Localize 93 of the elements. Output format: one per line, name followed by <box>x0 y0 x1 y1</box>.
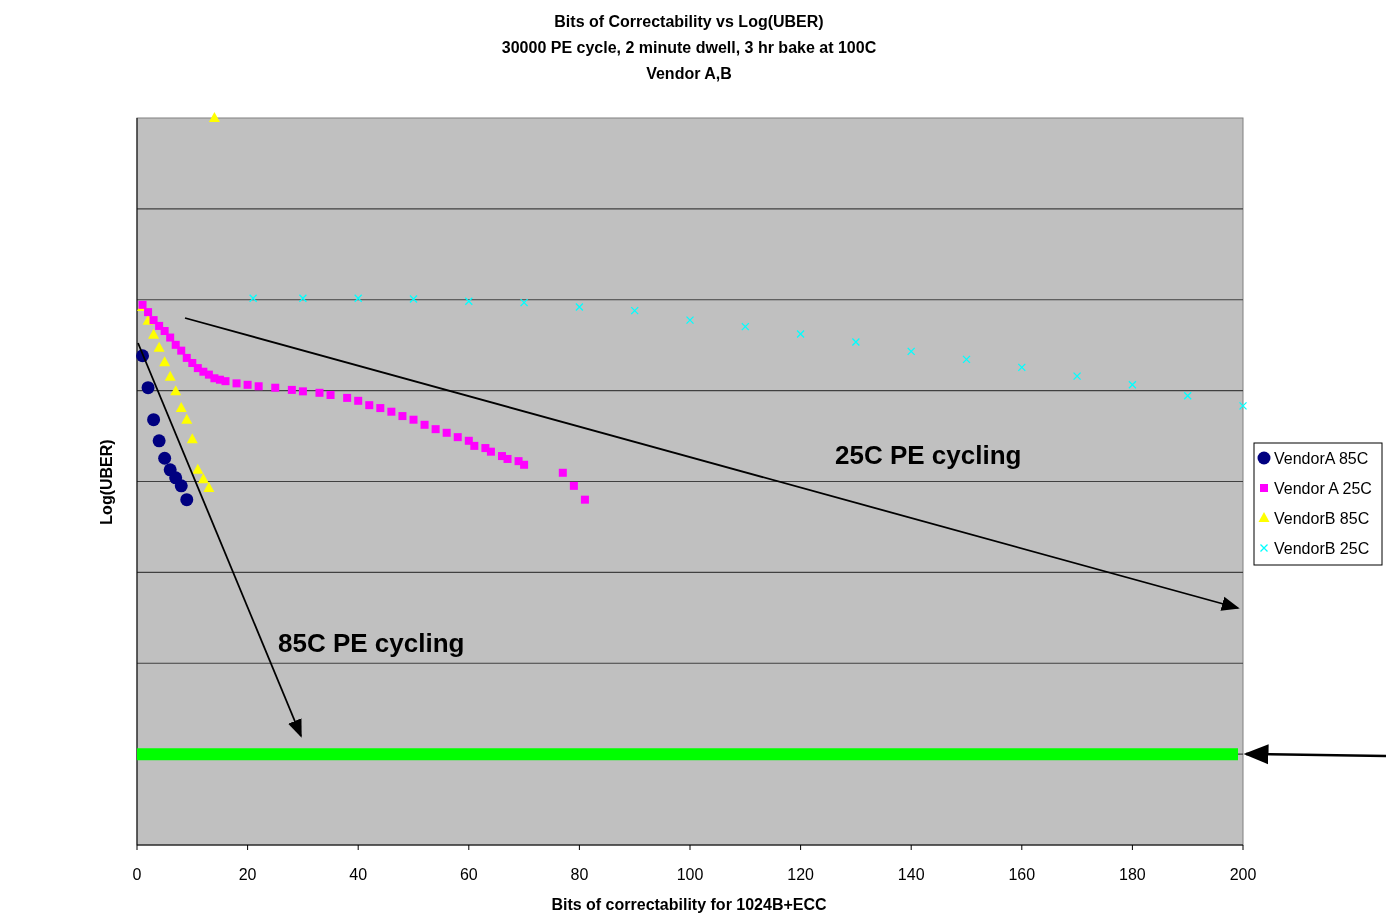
x-tick-label: 180 <box>1119 866 1146 883</box>
point <box>159 356 171 367</box>
point <box>326 390 335 399</box>
point <box>203 482 215 493</box>
annotation: 25C PE cycling <box>835 440 1022 470</box>
point <box>174 479 188 493</box>
chart-subtitle: 30000 PE cycle, 2 minute dwell, 3 hr bake at 100C Vendor A,B <box>501 39 877 82</box>
legend-label: VendorB 25C <box>1274 540 1370 557</box>
point <box>431 425 440 434</box>
point <box>486 447 495 456</box>
point <box>685 315 695 325</box>
point <box>796 329 805 339</box>
point <box>398 412 407 421</box>
point <box>271 383 280 392</box>
point <box>171 340 180 349</box>
point <box>376 404 385 413</box>
x-tick-label: 20 <box>238 866 257 883</box>
point <box>221 377 230 386</box>
point <box>149 316 158 325</box>
legend-label: Vendor A 25C <box>1274 480 1372 497</box>
point <box>254 382 263 391</box>
x-axis-title: Bits of correctability for 1024B+ECC <box>551 896 828 913</box>
x-tick-label: 120 <box>787 866 815 883</box>
point <box>343 393 352 402</box>
point <box>365 401 374 410</box>
point <box>181 413 193 424</box>
point <box>186 433 198 444</box>
point <box>741 322 750 331</box>
point <box>248 294 258 303</box>
point <box>1183 391 1192 400</box>
point <box>354 294 363 303</box>
point <box>519 298 529 307</box>
point <box>152 434 166 448</box>
point <box>420 420 429 429</box>
legend-label: VendorA 85C <box>1274 450 1369 467</box>
point <box>243 380 252 389</box>
point <box>158 451 172 465</box>
annotation: 85C PE cycling <box>278 628 465 658</box>
point <box>188 359 197 367</box>
point <box>354 396 363 405</box>
x-tick-label: 200 <box>1229 866 1257 883</box>
point <box>166 333 175 342</box>
point <box>197 473 209 484</box>
point <box>503 454 512 463</box>
point <box>569 481 578 490</box>
point <box>170 385 182 396</box>
x-tick-label: 60 <box>459 866 478 883</box>
point <box>153 341 165 352</box>
point <box>630 306 639 315</box>
point <box>442 428 451 437</box>
point <box>147 413 161 427</box>
point <box>453 433 462 442</box>
point <box>177 346 186 355</box>
point <box>208 112 220 122</box>
x-tick-label: 140 <box>897 866 925 883</box>
point <box>148 328 160 339</box>
point <box>464 297 473 306</box>
chart-title: Bits of Correctability vs Log(UBER) <box>554 13 824 30</box>
point <box>1017 363 1026 372</box>
point <box>387 407 396 416</box>
x-tick-label: 80 <box>570 866 589 883</box>
point <box>192 463 204 474</box>
point <box>144 308 153 317</box>
point <box>962 355 971 364</box>
x-tick-label: 40 <box>349 866 368 883</box>
point <box>155 321 164 330</box>
point <box>470 441 479 450</box>
legend-label: VendorB 85C <box>1274 510 1370 527</box>
point <box>232 379 241 388</box>
point <box>409 415 418 424</box>
point <box>575 302 584 312</box>
point <box>298 387 307 396</box>
x-tick-label: 0 <box>132 866 142 883</box>
point <box>520 460 529 469</box>
point <box>558 468 567 477</box>
point <box>298 294 308 303</box>
point <box>1238 401 1248 411</box>
y-axis-title: Log(UBER) <box>98 439 115 525</box>
point <box>907 347 916 356</box>
x-tick-label: 160 <box>1008 866 1036 883</box>
point <box>180 493 194 507</box>
point <box>851 337 861 347</box>
point <box>160 327 169 336</box>
point <box>287 385 296 394</box>
point <box>409 294 418 304</box>
point <box>141 381 155 395</box>
point <box>315 388 324 397</box>
point <box>1072 371 1082 381</box>
point <box>164 370 176 381</box>
x-tick-label: 100 <box>676 866 704 883</box>
point <box>175 402 187 413</box>
point <box>1128 380 1137 389</box>
point <box>580 495 589 504</box>
